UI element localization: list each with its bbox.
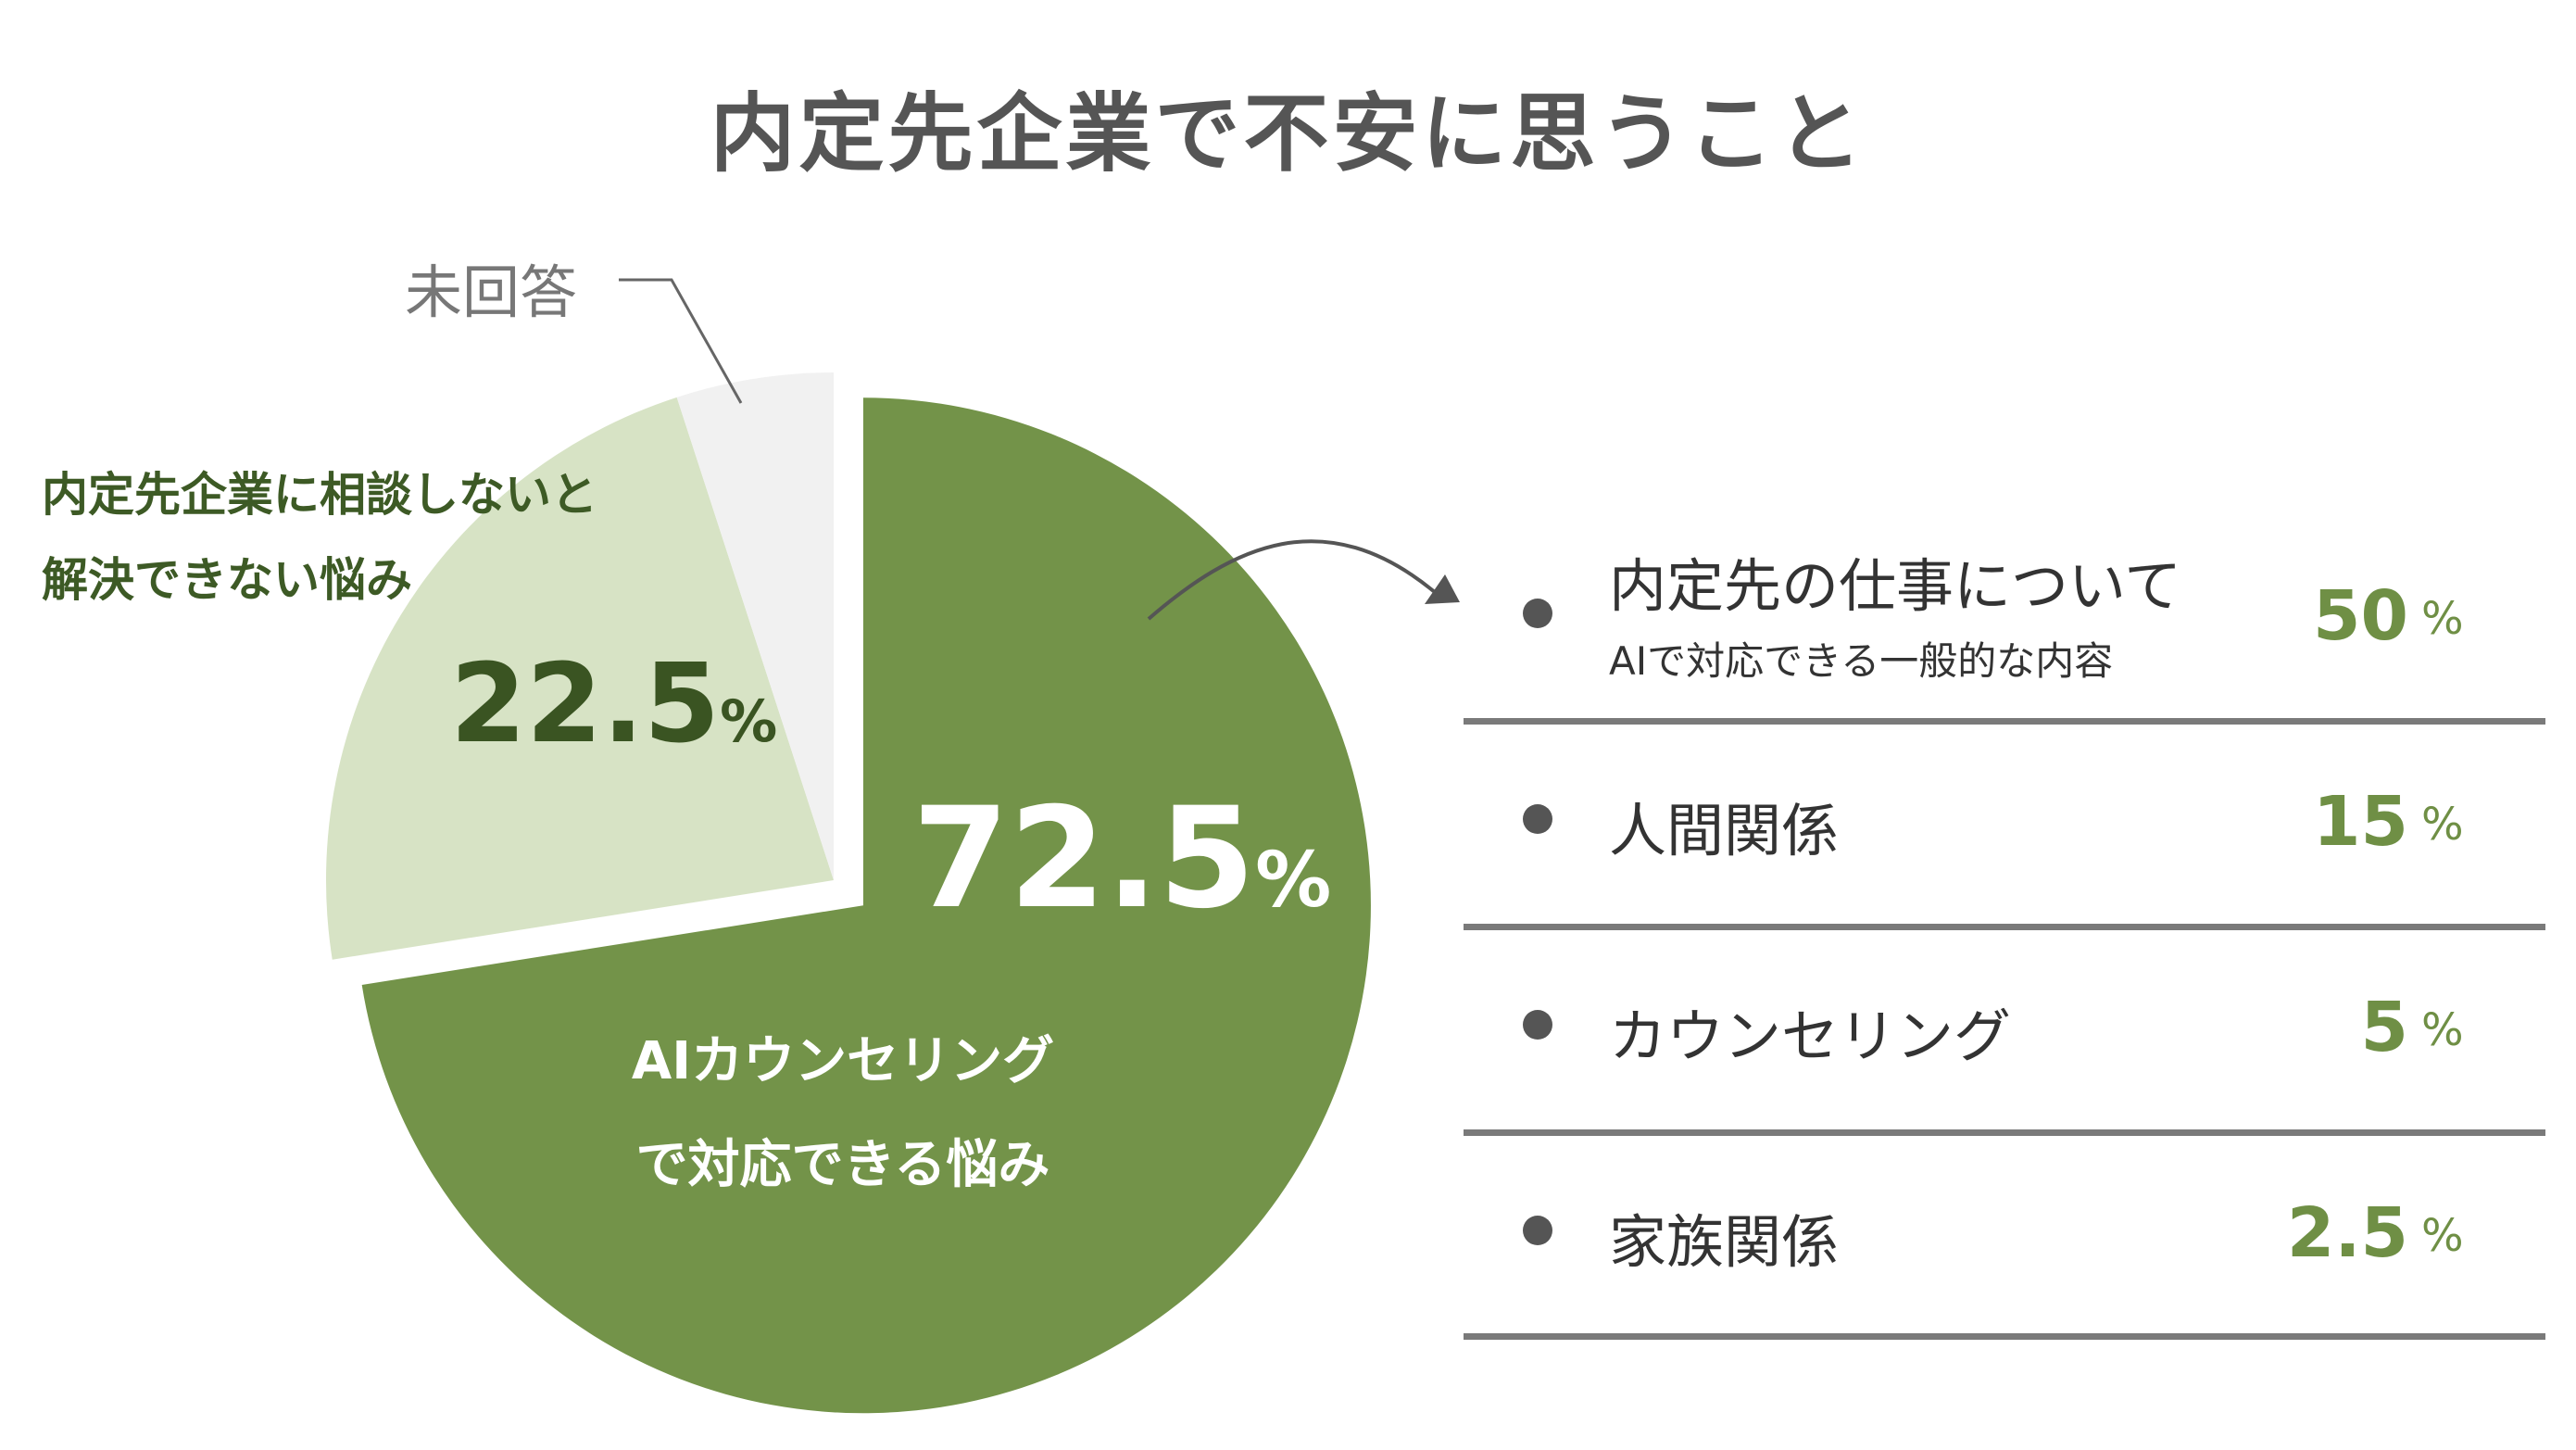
breakdown-unit: % (2421, 593, 2464, 645)
chart-title: 内定先企業で不安に思うこと (710, 84, 1866, 183)
slice-label-consult: 内定先企業に相談しないと 解決できない悩み (42, 452, 597, 623)
slice-value-consult-number: 22.5 (450, 639, 721, 767)
slice-value-ai-number: 72.5 (912, 778, 1256, 939)
breakdown-label: カウンセリング (1609, 1002, 2012, 1070)
slice-label-consult-line1: 内定先企業に相談しないと (42, 468, 597, 522)
row-divider (1464, 924, 2545, 930)
bullet-icon (1523, 1216, 1552, 1245)
slice-value-ai: 72.5% (912, 778, 1331, 939)
breakdown-unit: % (2421, 799, 2464, 851)
slice-label-unanswered: 未回答 (405, 258, 578, 326)
slice-label-ai-line1: AIカウンセリング (631, 1031, 1055, 1091)
slice-label-ai-line2: で対応できる悩み (635, 1135, 1050, 1195)
breakdown-value: 15 (2313, 782, 2408, 862)
breakdown-label: 家族関係 (1609, 1208, 1840, 1276)
breakdown-row: カウンセリング 5 % (1464, 930, 2545, 1136)
slice-value-consult-unit: % (720, 687, 778, 755)
breakdown-value: 2.5 (2286, 1193, 2408, 1273)
pie-slice-consult (325, 397, 834, 960)
slice-value-consult: 22.5% (450, 639, 777, 767)
breakdown-row: 家族関係 2.5 % (1464, 1136, 2545, 1342)
pie-slice-ai (361, 397, 1371, 1414)
slice-label-ai: AIカウンセリング で対応できる悩み (593, 1010, 1093, 1217)
breakdown-label: 内定先の仕事について (1609, 552, 2182, 620)
breakdown-value: 5 (2360, 988, 2409, 1067)
slice-label-consult-line2: 解決できない悩み (42, 553, 412, 607)
breakdown-unit: % (2421, 1210, 2464, 1262)
row-divider (1464, 718, 2545, 725)
breakdown-unit: % (2421, 1004, 2464, 1056)
bullet-icon (1523, 599, 1552, 628)
row-divider (1464, 1129, 2545, 1136)
breakdown-value: 50 (2313, 576, 2408, 656)
breakdown-row: 人間関係 15 % (1464, 725, 2545, 930)
breakdown-sublabel: AIで対応できる一般的な内容 (1609, 638, 2114, 684)
breakdown-row: 内定先の仕事について AIで対応できる一般的な内容 50 % (1464, 519, 2545, 725)
slice-value-ai-unit: % (1255, 837, 1332, 925)
row-divider (1464, 1333, 2545, 1340)
pie-slice-unanswered (676, 372, 834, 880)
bullet-icon (1523, 804, 1552, 834)
breakdown-label: 人間関係 (1609, 797, 1840, 864)
arrowhead-icon (1425, 574, 1460, 604)
callout-arrow-line (1147, 539, 1438, 621)
leader-line-unanswered (619, 278, 743, 404)
bullet-icon (1523, 1010, 1552, 1040)
